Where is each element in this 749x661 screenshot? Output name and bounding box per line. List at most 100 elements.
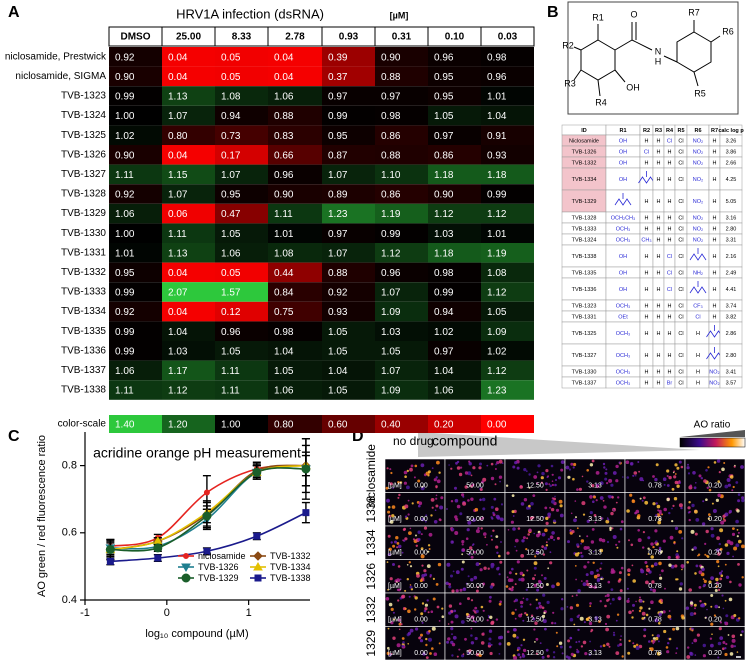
cell-spot xyxy=(705,469,708,472)
cell-value: 1.10 xyxy=(381,170,401,181)
cell-spot xyxy=(554,622,557,625)
cell-spot xyxy=(606,614,611,619)
legend-marker xyxy=(253,561,263,571)
cell-spot xyxy=(406,578,409,581)
cell-spot xyxy=(514,461,518,465)
cell-spot xyxy=(464,637,467,641)
cell-spot xyxy=(726,551,730,556)
cell-spot xyxy=(520,502,525,506)
cell-spot xyxy=(658,518,662,521)
cell-spot xyxy=(718,471,721,474)
cell-spot xyxy=(735,519,739,524)
cell-value: 0.06 xyxy=(168,209,188,220)
cell-spot xyxy=(513,655,518,660)
cell-spot xyxy=(498,459,503,464)
cell-spot xyxy=(729,475,734,479)
cell-spot xyxy=(397,618,402,622)
cell-spot xyxy=(655,502,658,505)
cell-spot xyxy=(470,634,473,637)
table-cell-text: H xyxy=(657,287,661,293)
table-cell-text: H xyxy=(713,138,717,144)
table-cell-text: 3.74 xyxy=(726,303,737,309)
cell-spot xyxy=(647,553,650,555)
table-cell-text: Br xyxy=(667,380,673,386)
cell-spot xyxy=(527,533,530,536)
cell-spot xyxy=(435,497,438,500)
cell-spot xyxy=(547,567,550,570)
heat-cell xyxy=(428,66,481,87)
cell-spot xyxy=(725,575,730,579)
cell-spot xyxy=(741,496,745,500)
cell-spot xyxy=(434,509,437,512)
cell-spot xyxy=(514,583,517,586)
cell-spot xyxy=(528,504,531,508)
heat-cell xyxy=(481,47,534,67)
cell-spot xyxy=(392,487,395,489)
atom: N xyxy=(655,46,662,56)
cell-spot xyxy=(427,550,430,553)
cell-value: 0.99 xyxy=(115,346,135,357)
cell-spot xyxy=(422,652,426,656)
heat-cell xyxy=(215,380,268,400)
concentration-label: 12.50 xyxy=(526,482,544,489)
cell-spot xyxy=(407,513,410,516)
gradient-wedge xyxy=(418,432,700,457)
heat-cell xyxy=(481,380,534,400)
cell-spot xyxy=(691,629,694,632)
cell-spot xyxy=(720,520,725,525)
cell-spot xyxy=(602,644,606,647)
cell-spot xyxy=(517,653,521,657)
cell-value: 0.90 xyxy=(434,190,454,201)
cell-spot xyxy=(486,619,489,622)
cell-value: 1.11 xyxy=(115,386,134,397)
cell-spot xyxy=(680,506,683,510)
table-cell-text: NO₂ xyxy=(709,369,719,375)
cell-spot xyxy=(652,475,655,478)
cell-value: 0.86 xyxy=(381,190,401,201)
cell-spot xyxy=(540,586,543,589)
heat-cell xyxy=(375,125,428,145)
cell-spot xyxy=(681,568,683,571)
cell-value: 0.17 xyxy=(221,150,241,161)
table-cell-text: 2.80 xyxy=(726,226,737,232)
table-cell-text: TVB-1331 xyxy=(572,314,597,320)
cell-spot xyxy=(602,462,606,466)
concentration-label: 12.50 xyxy=(526,616,544,623)
cell-spot xyxy=(687,472,691,475)
cell-spot xyxy=(595,471,600,475)
heat-cell xyxy=(109,47,162,67)
cell-spot xyxy=(466,528,470,532)
cell-spot xyxy=(598,620,601,623)
table-cell-text: OCH₃ xyxy=(616,353,630,359)
row-label: TVB-1335 xyxy=(61,326,106,337)
cell-spot xyxy=(488,599,492,603)
cell-spot xyxy=(691,548,694,551)
cell-spot xyxy=(718,571,723,575)
cell-spot xyxy=(663,507,667,512)
data-point xyxy=(106,557,114,565)
cell-spot xyxy=(555,631,558,634)
cell-spot xyxy=(658,612,662,616)
cell-spot xyxy=(645,573,648,576)
cell-spot xyxy=(699,600,702,603)
cell-spot xyxy=(655,514,658,517)
cell-spot xyxy=(626,587,629,590)
cell-spot xyxy=(580,645,584,648)
cell-value: 0.04 xyxy=(168,268,188,279)
table-cell-text: OEt xyxy=(618,314,628,320)
cell-spot xyxy=(647,536,651,540)
y-tick-label: 0.8 xyxy=(62,460,77,472)
cell-spot xyxy=(615,501,618,504)
cell-spot xyxy=(450,540,454,544)
cell-spot xyxy=(461,540,465,544)
cell-spot xyxy=(615,479,619,483)
heat-cell xyxy=(109,66,162,87)
r-group: R2 xyxy=(562,40,574,50)
row-label: TVB-1326 xyxy=(61,149,106,160)
cell-spot xyxy=(425,643,428,647)
heat-cell xyxy=(322,184,375,204)
concentration-label: 3.13 xyxy=(588,583,602,590)
cell-spot xyxy=(687,506,691,510)
chart-title: acridine orange pH measurement xyxy=(93,445,301,461)
heat-cell xyxy=(322,203,375,224)
